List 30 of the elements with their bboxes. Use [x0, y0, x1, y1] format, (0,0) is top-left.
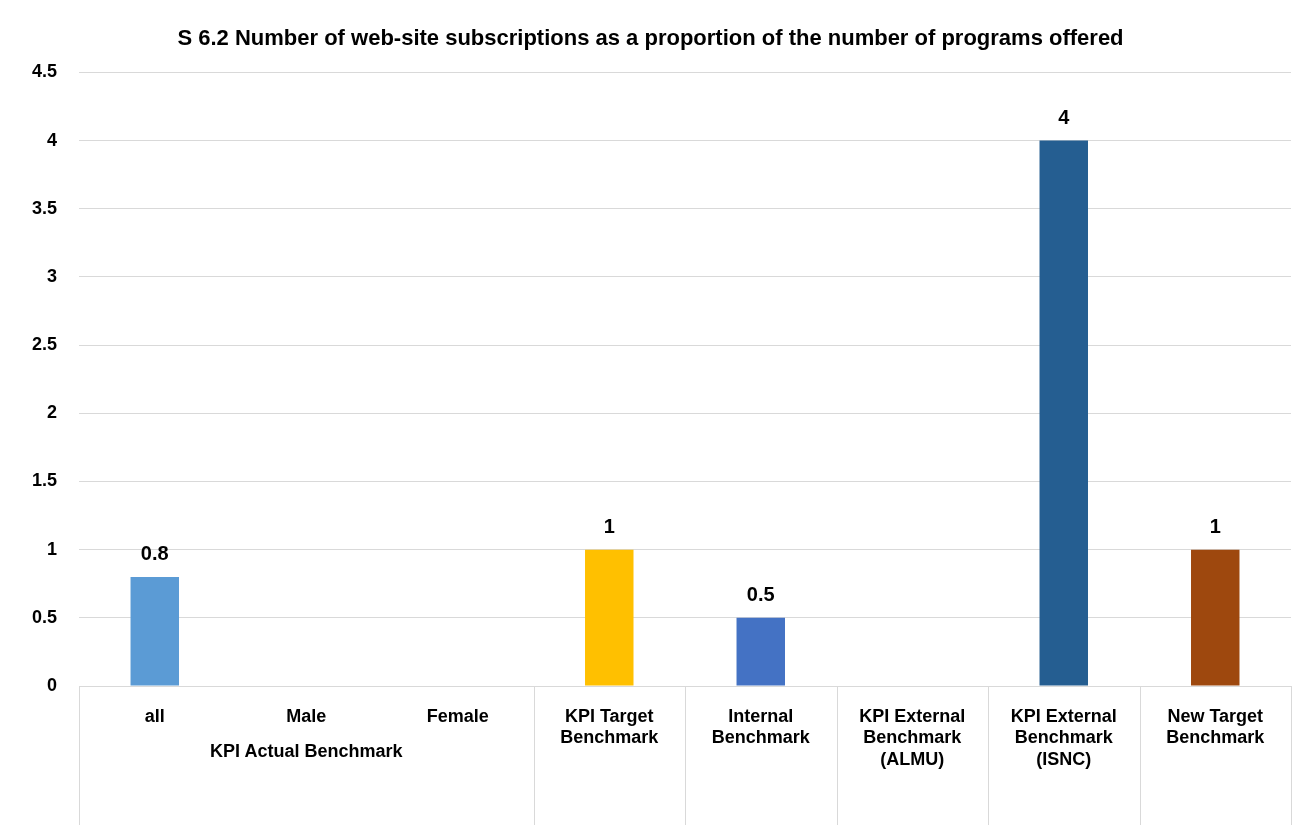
data-label: 4 — [1058, 106, 1071, 129]
bar — [585, 549, 634, 686]
bar — [130, 576, 180, 686]
y-tick-label: 3.5 — [31, 197, 58, 218]
x-tick-label: Male — [286, 705, 327, 726]
data-label: 1 — [603, 515, 615, 538]
y-tick-label: 0 — [47, 674, 58, 695]
data-label: 0.5 — [746, 583, 775, 606]
x-tick-label: New Target Benchmark — [1166, 705, 1266, 748]
y-tick-label: 2.5 — [31, 334, 58, 355]
y-tick-label: 4.5 — [31, 61, 58, 82]
x-tick-label: Female — [426, 705, 489, 726]
chart-title: S 6.2 Number of web-site subscriptions as a proportion of the number of programs offered — [177, 25, 1124, 51]
text: KPI Actual Benchmark — [210, 740, 404, 761]
y-tick-label: 4 — [47, 129, 58, 150]
y-tick-label: 1 — [47, 538, 58, 559]
x-tick-label: KPI Target Benchmark — [560, 705, 660, 748]
y-tick-label: 3 — [47, 265, 58, 286]
y-tick-label: 0.5 — [31, 606, 58, 627]
y-tick-label: 2 — [47, 402, 58, 423]
bar — [1039, 140, 1088, 686]
y-tick-label: 1.5 — [31, 470, 58, 491]
data-label: 1 — [1209, 515, 1221, 538]
x-tick-label: Internal Benchmark — [711, 705, 811, 748]
x-tick-label: KPI External Benchmark (ISNC) — [1010, 705, 1117, 769]
x-tick-label: KPI External Benchmark (ALMU) — [859, 705, 966, 769]
data-label: 0.8 — [140, 542, 169, 565]
bar — [736, 617, 785, 686]
x-tick-label: all — [144, 705, 165, 726]
bar — [1191, 549, 1240, 686]
